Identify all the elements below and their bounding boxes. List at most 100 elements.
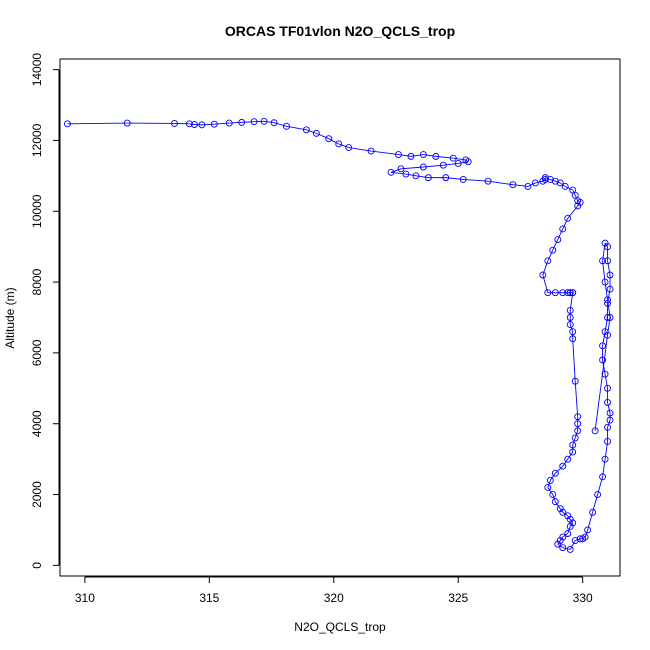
y-tick-label: 8000 [30,268,44,295]
data-point [407,152,415,160]
data-point [312,129,320,137]
data-point [539,271,547,279]
y-tick-label: 14000 [30,53,44,87]
series-segment [405,173,416,177]
data-point [454,160,462,167]
data-point [571,537,579,545]
series-segment [547,250,554,262]
data-point [412,172,420,180]
data-point [569,441,577,449]
data-point [604,399,612,406]
data-point [345,144,353,151]
series-segment [348,147,372,152]
data-point [210,120,218,128]
data-point [531,179,539,187]
data-point [549,491,557,499]
data-point [225,119,233,127]
data-point [419,163,427,171]
data-point [601,370,609,378]
data-point [599,356,607,364]
series-segment [201,123,215,126]
data-point [569,289,577,297]
x-axis: 310 315 320 325 330 [75,576,593,605]
data-point [395,151,402,159]
data-point [387,168,395,176]
data-point [564,530,572,537]
data-point [439,161,447,169]
series-segment [554,501,561,509]
series-segment [567,515,571,520]
series-segment [559,536,564,541]
series-segment [569,540,576,550]
y-tick-label: 10000 [30,194,44,228]
data-point [546,476,554,484]
series-segment [463,178,489,182]
data-point [559,533,567,541]
data-point [541,174,549,182]
series-segment [604,374,608,389]
data-point [397,165,405,173]
y-tick-label: 2000 [30,481,44,508]
series-segment [562,458,569,467]
data-point [559,225,567,233]
data-point [599,342,607,350]
series-segment [338,143,349,148]
series-segment [189,123,195,125]
data-point [569,448,577,456]
data-point [484,177,492,185]
series-segment [410,154,424,157]
series-segment [443,163,459,166]
series-segment [554,465,564,474]
data-point [566,306,574,314]
series-segment [241,121,255,123]
series-segment [552,494,556,502]
data-point [123,119,131,127]
series-segment [273,122,287,127]
series-segment [584,529,589,538]
x-tick-label: 315 [199,591,219,605]
series-segment [594,335,609,431]
data-point [601,328,609,336]
data-point [559,508,567,516]
data-point [556,537,564,545]
x-axis-label: N2O_QCLS_trop [294,620,386,634]
series-segment [398,154,411,157]
y-tick-label: 0 [30,562,44,569]
data-point [566,289,574,297]
series-segment [214,122,230,125]
data-point [554,540,562,548]
data-point [556,179,564,187]
series-segment [557,228,564,240]
data-point [554,236,562,244]
data-point [432,152,440,160]
series-segment [607,402,611,414]
series-segment [572,437,576,446]
y-tick-label: 4000 [30,410,44,437]
data-point [574,420,582,428]
data-point [566,515,574,523]
data-point [250,118,258,126]
series-segment [547,487,554,495]
data-point [566,545,574,553]
series-segment [67,122,128,125]
data-point [442,174,450,182]
data-point [544,257,552,265]
data-point [559,462,567,470]
data-point [566,321,574,329]
data-point [571,434,579,442]
data-point [449,154,457,162]
data-point [599,257,607,265]
series-segment [562,218,569,230]
data-point [604,423,612,431]
x-tick-label: 325 [448,591,468,605]
y-axis-label: Altitude (m) [3,287,17,348]
data-point [238,118,246,126]
data-point [606,314,614,321]
data-point [64,120,71,128]
data-point [541,175,549,183]
data-point [606,409,614,417]
data-point [464,158,472,166]
series-segment [559,508,564,513]
series-segment [264,120,275,124]
